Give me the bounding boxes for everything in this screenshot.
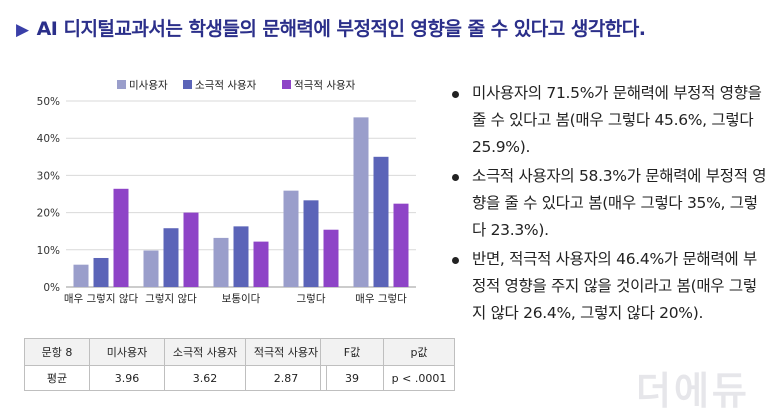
bar-1 (73, 264, 89, 287)
watermark-logo: 더에듀 (636, 369, 750, 413)
bullet-item: 미사용자의 71.5%가 문해력에 부정적 영향을 줄 수 있다고 봄(매우 그… (452, 80, 770, 161)
y-tick-label: 20% (37, 208, 60, 220)
table-header: 문항 8 (24, 338, 90, 366)
bar-2 (163, 228, 179, 287)
y-tick-label: 50% (37, 96, 60, 108)
bullet-dot-icon (452, 257, 459, 264)
bullet-item: 소극적 사용자의 58.3%가 문해력에 부정적 영향을 줄 수 있다고 봄(매… (452, 163, 770, 244)
bullet-item: 반면, 적극적 사용자의 46.4%가 문해력에 부정적 영향을 주지 않을 것… (452, 246, 770, 327)
table-cell: 3.96 (89, 365, 165, 391)
bar-2 (93, 257, 109, 287)
table-header: 적극적 사용자 (245, 338, 327, 366)
bullet-text: 반면, 적극적 사용자의 46.4%가 문해력에 부정적 영향을 주지 않을 것… (472, 250, 757, 322)
bar-2 (233, 226, 249, 287)
table-header: 미사용자 (89, 338, 165, 366)
bar-2 (303, 200, 319, 287)
table-cell: p < .0001 (383, 365, 455, 391)
bar-3 (113, 188, 129, 287)
x-tick-label: 그렇다 (297, 292, 326, 305)
legend-swatch (282, 80, 291, 89)
table-header: F값 (320, 338, 384, 366)
x-tick-label: 매우 그렇다 (355, 292, 407, 305)
bar-2 (373, 156, 389, 287)
y-tick-label: 10% (37, 245, 60, 257)
bullet-text: 소극적 사용자의 58.3%가 문해력에 부정적 영향을 줄 수 있다고 봄(매… (472, 167, 767, 239)
legend-label: 적극적 사용자 (294, 80, 356, 92)
bar-chart: 0% 10% 20% 30% 40% 50% 매우 그렇지 않다 그렇지 않다 보통이다 그렇다 매… (37, 80, 416, 305)
y-tick-label: 40% (37, 133, 60, 145)
table-header: p값 (383, 338, 455, 366)
bullet-dot-icon (452, 91, 459, 98)
bar-3 (323, 229, 339, 287)
bar-1 (213, 237, 229, 287)
summary-bullets: 미사용자의 71.5%가 문해력에 부정적 영향을 줄 수 있다고 봄(매우 그… (452, 80, 770, 329)
title-text: AI 디지털교과서는 학생들의 문해력에 부정적인 영향을 줄 수 있다고 생각… (36, 18, 646, 40)
x-tick-label: 보통이다 (222, 293, 261, 305)
x-tick-label: 그렇지 않다 (145, 292, 197, 305)
table-cell: 3.62 (164, 365, 246, 391)
bar-3 (253, 241, 269, 287)
page-title: ▶ AI 디지털교과서는 학생들의 문해력에 부정적인 영향을 줄 수 있다고 생… (16, 14, 646, 41)
table-cell: 2.87 (245, 365, 327, 391)
legend-swatch (183, 80, 192, 89)
bullet-dot-icon (452, 174, 459, 181)
y-tick-label: 30% (37, 170, 60, 182)
bar-1 (143, 250, 159, 287)
table-cell: 평균 (24, 365, 90, 391)
legend-label: 미사용자 (129, 80, 168, 92)
table-cell: 39 (320, 365, 384, 391)
bar-3 (183, 212, 199, 287)
bullet-text: 미사용자의 71.5%가 문해력에 부정적 영향을 줄 수 있다고 봄(매우 그… (472, 84, 762, 156)
legend-label: 소극적 사용자 (195, 80, 257, 92)
mean-table: 문항 8 미사용자 소극적 사용자 적극적 사용자 평균 3.96 3.62 2… (24, 338, 327, 391)
y-tick-label: 0% (43, 282, 60, 294)
bar-1 (283, 190, 299, 287)
ftest-table: F값 p값 39 p < .0001 (320, 338, 455, 391)
bar-3 (393, 203, 409, 287)
legend-swatch (117, 80, 126, 89)
x-tick-label: 매우 그렇지 않다 (64, 292, 139, 305)
bar-1 (353, 117, 369, 287)
title-arrow-icon: ▶ (16, 20, 29, 40)
table-header: 소극적 사용자 (164, 338, 246, 366)
